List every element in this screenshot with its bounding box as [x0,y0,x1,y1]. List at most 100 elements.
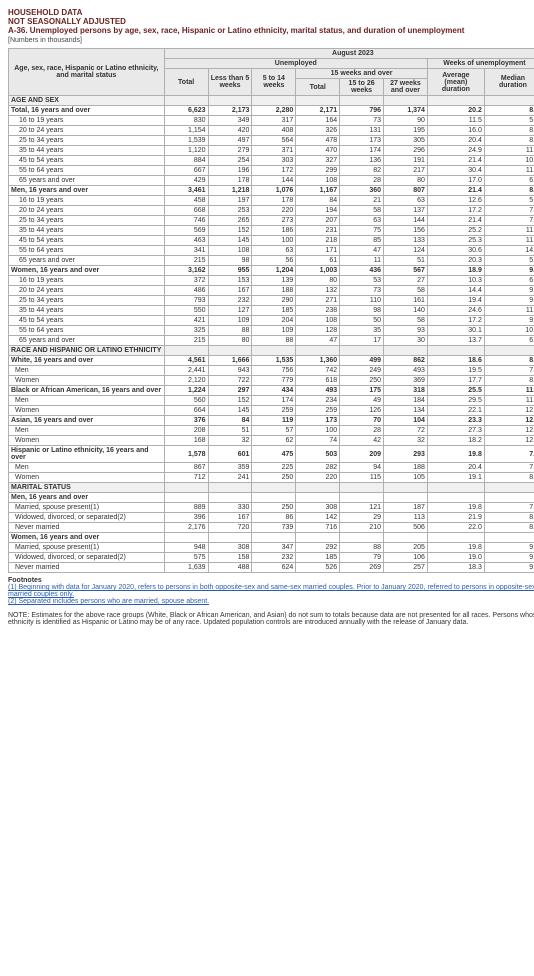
cell: 22.0 [427,523,484,533]
table-row: 25 to 34 years7462652732076314421.47.9 [9,216,534,226]
cell [252,483,296,493]
cell: 20.4 [427,463,484,473]
cell: 19.1 [427,473,484,483]
cell: 341 [164,246,208,256]
cell: 1,218 [208,186,252,196]
table-row: 16 to 19 years45819717884216312.65.8 [9,196,534,206]
col-15over-total: Total [296,79,340,96]
table-row: 25 to 34 years79323229027111016119.49.4 [9,296,534,306]
cell: 434 [252,386,296,396]
cell [208,96,252,106]
cell: 12.6 [427,196,484,206]
cell: 232 [208,296,252,306]
cell: 3,461 [164,186,208,196]
cell: 220 [252,206,296,216]
cell: 133 [384,236,428,246]
cell: 493 [384,366,428,376]
cell: 167 [208,513,252,523]
cell: 325 [164,326,208,336]
cell: 7.7 [484,206,534,216]
cell: 134 [384,406,428,416]
col-rowlabel: Age, sex, race, Hispanic or Latino ethni… [9,49,165,96]
cell: 79 [340,553,384,563]
table-row: Men2085157100287227.312.0 [9,426,534,436]
cell: 779 [252,376,296,386]
cell: 215 [164,336,208,346]
cell: 22.1 [427,406,484,416]
cell: 28 [340,426,384,436]
cell: 207 [296,216,340,226]
cell: 308 [296,503,340,513]
cell: 238 [296,306,340,316]
cell: 497 [208,136,252,146]
row-label: Women, 16 years and over [9,533,165,543]
cell: 10.3 [484,326,534,336]
header-line3: A-36. Unemployed persons by age, sex, ra… [8,26,534,35]
cell: 145 [208,236,252,246]
row-label: Women, 16 years and over [9,266,165,276]
cell: 11.9 [484,386,534,396]
row-label: 20 to 24 years [9,206,165,216]
row-label: Men [9,426,165,436]
cell: 88 [252,336,296,346]
cell [484,346,534,356]
cell: 458 [164,196,208,206]
table-row: AGE AND SEX [9,96,534,106]
cell: 506 [384,523,428,533]
row-label: Never married [9,563,165,573]
cell: 867 [164,463,208,473]
footnote-title: Footnotes [8,577,42,584]
footnote-2[interactable]: (2) Separated includes persons who are m… [8,598,209,605]
cell: 167 [208,286,252,296]
cell: 25.5 [427,386,484,396]
cell: 3,162 [164,266,208,276]
cell: 1,154 [164,126,208,136]
cell: 4,561 [164,356,208,366]
cell: 575 [164,553,208,563]
cell: 2,280 [252,106,296,116]
table-row: Married, spouse present(1)94830834729288… [9,543,534,553]
cell: 396 [164,513,208,523]
cell: 746 [164,216,208,226]
cell: 2,176 [164,523,208,533]
cell: 88 [340,543,384,553]
table-row: Women168326274423218.212.5 [9,436,534,446]
cell: 10.2 [484,156,534,166]
cell [340,533,384,543]
cell: 664 [164,406,208,416]
cell: 178 [252,196,296,206]
cell: 131 [340,126,384,136]
header-line1: HOUSEHOLD DATA [8,8,534,17]
row-label: Women [9,473,165,483]
table-row: 35 to 44 years5691521862317515625.211.2 [9,226,534,236]
cell: 371 [252,146,296,156]
cell: 253 [208,206,252,216]
cell: 8.8 [484,106,534,116]
col-total: Total [164,69,208,96]
cell [427,346,484,356]
cell: 1,360 [296,356,340,366]
row-label: White, 16 years and over [9,356,165,366]
cell: 32 [208,436,252,446]
row-label: Widowed, divorced, or separated(2) [9,513,165,523]
footnote-1[interactable]: (1) Beginning with data for January 2020… [8,584,534,598]
cell: 119 [252,416,296,426]
table-row: 20 to 24 years486167188132735814.49.3 [9,286,534,296]
cell [340,96,384,106]
cell: 712 [164,473,208,483]
cell: 63 [252,246,296,256]
cell: 17.2 [427,206,484,216]
cell: 11.5 [484,396,534,406]
row-label: 55 to 64 years [9,246,165,256]
table-row: 20 to 24 years1,15442040832613119516.08.… [9,126,534,136]
cell: 259 [296,406,340,416]
cell: 1,666 [208,356,252,366]
header-line2: NOT SEASONALLY ADJUSTED [8,17,534,26]
cell: 318 [384,386,428,396]
cell [427,493,484,503]
cell: 197 [208,196,252,206]
cell: 234 [296,396,340,406]
table-row: Married, spouse present(1)88933025030812… [9,503,534,513]
cell: 187 [384,503,428,513]
table-row: Men5601521742344918429.511.5 [9,396,534,406]
